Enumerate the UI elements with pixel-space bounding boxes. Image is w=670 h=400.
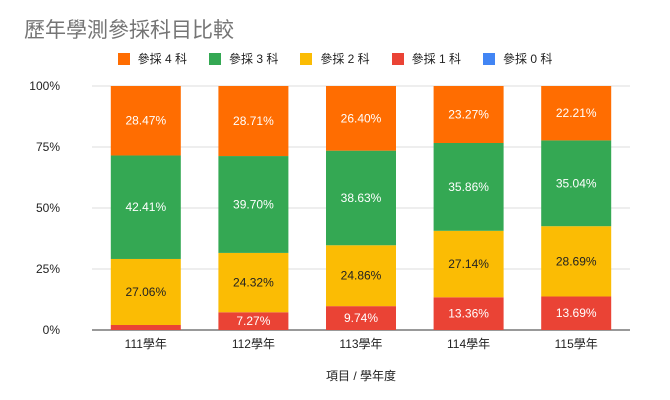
data-label: 27.14% xyxy=(448,257,489,271)
y-tick-label: 100% xyxy=(29,79,60,93)
legend-label: 參採 0 科 xyxy=(503,52,553,66)
legend-item[interactable]: 參採 4 科 xyxy=(117,50,187,67)
bar-segment xyxy=(433,142,504,231)
bar-segment xyxy=(433,230,504,298)
bar-segment xyxy=(541,140,612,227)
bar-segment xyxy=(110,86,181,156)
bar-segment xyxy=(110,155,181,259)
legend-label: 參採 2 科 xyxy=(320,52,370,66)
x-tick-label: 115學年 xyxy=(555,337,598,351)
legend-swatch xyxy=(391,52,404,65)
data-label: 35.86% xyxy=(448,180,489,194)
data-label: 26.40% xyxy=(341,111,382,125)
bar-segment xyxy=(218,86,289,157)
legend-swatch xyxy=(300,52,313,65)
data-label: 9.74% xyxy=(344,311,378,325)
legend-swatch xyxy=(117,52,130,65)
legend-item[interactable]: 參採 1 科 xyxy=(391,50,462,67)
y-tick-label: 0% xyxy=(43,323,61,337)
x-tick-label: 114學年 xyxy=(447,337,490,351)
legend-label: 參採 3 科 xyxy=(228,52,279,66)
bar-segment xyxy=(326,306,396,330)
data-label: 13.36% xyxy=(448,307,489,321)
bar-segment xyxy=(326,86,396,151)
legend-item[interactable]: 參採 0 科 xyxy=(483,50,552,67)
bar-segment xyxy=(218,252,289,313)
bar-segment xyxy=(541,226,612,297)
data-label: 28.71% xyxy=(233,114,274,128)
chart-title: 歷年學測參採科目比較 xyxy=(24,19,234,42)
bar-segment xyxy=(541,86,612,141)
bar-segment xyxy=(110,324,181,330)
legend-swatch xyxy=(208,52,221,65)
data-label: 42.41% xyxy=(125,200,166,214)
bar-segment xyxy=(218,312,289,330)
y-tick-label: 75% xyxy=(36,140,60,154)
data-label: 38.63% xyxy=(341,191,382,205)
data-label: 13.69% xyxy=(556,306,597,320)
y-tick-label: 50% xyxy=(36,201,60,215)
y-tick-label: 25% xyxy=(36,262,60,276)
bar-segment xyxy=(433,86,504,143)
data-label: 39.70% xyxy=(233,197,274,211)
bar-segment xyxy=(110,258,181,325)
data-label: 24.86% xyxy=(341,269,382,283)
legend-item[interactable]: 參採 3 科 xyxy=(208,50,279,67)
data-label: 28.69% xyxy=(556,254,597,268)
x-axis-title: 項目 / 學年度 xyxy=(326,368,396,383)
data-label: 22.21% xyxy=(556,106,597,120)
data-label: 28.47% xyxy=(125,114,166,128)
legend-swatch xyxy=(483,52,496,65)
x-tick-label: 112學年 xyxy=(232,337,275,351)
bar-segment xyxy=(541,296,612,330)
legend-label: 參採 4 科 xyxy=(137,52,187,66)
bar-segment xyxy=(218,156,289,253)
data-label: 35.04% xyxy=(556,176,597,190)
data-label: 24.32% xyxy=(233,276,274,290)
x-tick-label: 111學年 xyxy=(125,337,167,351)
data-label: 7.27% xyxy=(236,314,270,328)
data-label: 27.06% xyxy=(125,285,166,299)
legend-label: 參採 1 科 xyxy=(411,52,462,66)
bar-segment xyxy=(326,150,396,246)
x-tick-label: 113學年 xyxy=(339,337,382,351)
bar-segment xyxy=(433,297,504,330)
bar-segment xyxy=(326,245,396,307)
legend-item[interactable]: 參採 2 科 xyxy=(300,50,370,67)
legend: 參採 4 科 參採 3 科 參採 2 科 參採 1 科 參採 0 科 xyxy=(0,50,670,67)
data-label: 23.27% xyxy=(448,107,489,121)
